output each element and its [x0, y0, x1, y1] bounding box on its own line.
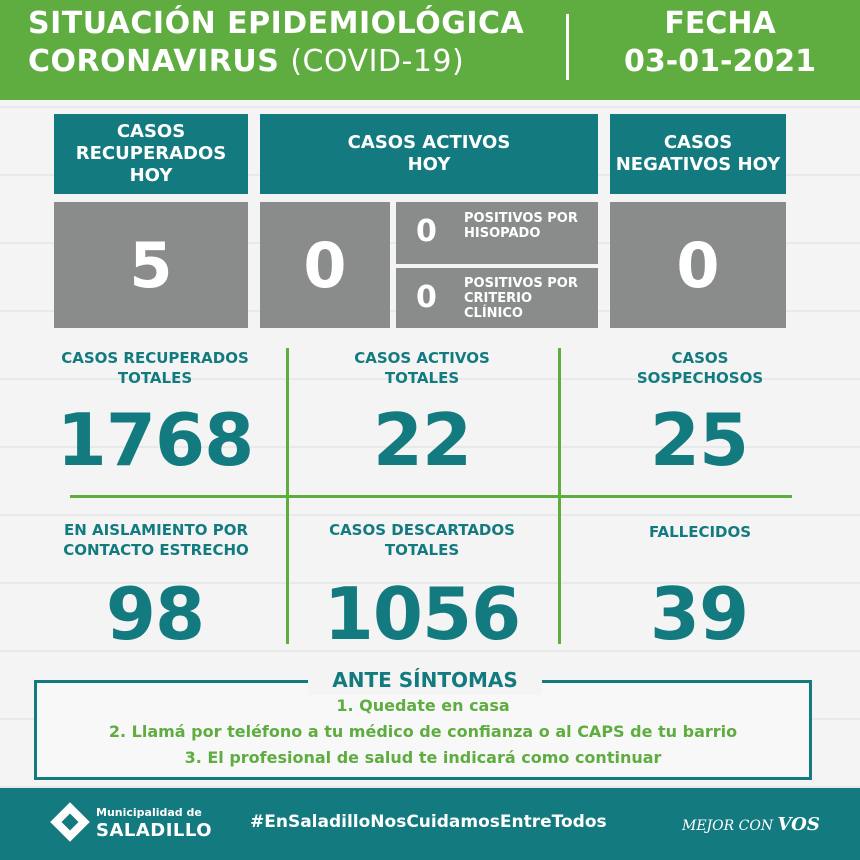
title-line-1: SITUACIÓN EPIDEMIOLÓGICA [28, 6, 525, 41]
active-total-label: CASOS ACTIVOS TOTALES [354, 349, 490, 387]
logo-title: SALADILLO [96, 820, 213, 841]
active-today-value: 0 [303, 228, 347, 302]
clinical-positive-value: 0 [416, 280, 437, 315]
symptoms-title: ANTE SÍNTOMAS [308, 665, 542, 695]
grid-line-horizontal [70, 495, 792, 498]
isolation-label: EN AISLAMIENTO POR CONTACTO ESTRECHO [63, 521, 249, 559]
deceased-label: FALLECIDOS [648, 523, 752, 541]
clinical-positive-label: POSITIVOS POR CRITERIO CLÍNICO [464, 276, 578, 321]
date-value: 03-01-2021 [624, 44, 816, 79]
slogan-text: MEJOR CON [682, 818, 774, 834]
logo-subtitle: Municipalidad de [96, 806, 202, 819]
recovered-today-card: 5 [54, 202, 248, 328]
symptom-step-2: 2. Llamá por teléfono a tu médico de con… [108, 722, 738, 741]
clinical-positive-card: 0 POSITIVOS POR CRITERIO CLÍNICO [396, 268, 598, 328]
symptom-step-3: 3. El profesional de salud te indicará c… [184, 748, 662, 767]
discarded-total-label: CASOS DESCARTADOS TOTALES [329, 521, 515, 559]
recovered-today-value: 5 [129, 228, 173, 302]
deceased-value: 39 [649, 572, 749, 656]
active-today-card: 0 [260, 202, 390, 328]
swab-positive-value: 0 [416, 214, 437, 249]
isolation-value: 98 [105, 572, 205, 656]
municipality-logo-icon [50, 802, 90, 842]
title-covid: (COVID-19) [290, 44, 465, 79]
discarded-total-value: 1056 [323, 572, 521, 656]
footer-banner: Municipalidad de SALADILLO #EnSaladilloN… [0, 788, 860, 860]
active-today-label: CASOS ACTIVOS HOY [260, 114, 598, 194]
negative-today-value: 0 [676, 228, 720, 302]
slogan: MEJOR CON VOS [682, 814, 820, 835]
header-divider [566, 14, 569, 80]
title-coronavirus: CORONAVIRUS [28, 44, 280, 79]
slogan-emphasis: VOS [777, 814, 820, 835]
recovered-total-label: CASOS RECUPERADOS TOTALES [61, 349, 249, 387]
active-total-value: 22 [372, 398, 472, 482]
swab-positive-card: 0 POSITIVOS POR HISOPADO [396, 202, 598, 264]
campaign-hashtag: #EnSaladilloNosCuidamosEntreTodos [250, 812, 607, 832]
suspected-label: CASOS SOSPECHOSOS [636, 349, 764, 387]
negative-today-label: CASOS NEGATIVOS HOY [610, 114, 786, 194]
header-banner: SITUACIÓN EPIDEMIOLÓGICA CORONAVIRUS (CO… [0, 0, 860, 100]
symptom-step-1: 1. Quedate en casa [336, 696, 510, 715]
recovered-total-value: 1768 [56, 398, 254, 482]
suspected-value: 25 [649, 398, 749, 482]
recovered-today-label: CASOS RECUPERADOS HOY [54, 114, 248, 194]
date-label: FECHA [664, 6, 776, 41]
title-line-2: CORONAVIRUS (COVID-19) [28, 44, 464, 79]
swab-positive-label: POSITIVOS POR HISOPADO [464, 211, 578, 241]
negative-today-card: 0 [610, 202, 786, 328]
